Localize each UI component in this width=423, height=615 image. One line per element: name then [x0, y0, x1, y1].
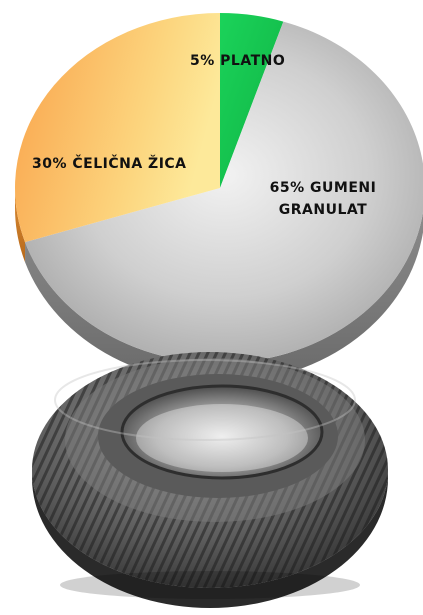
pie-slice-celicna-zica-label: 30% ČELIČNA ŽICA [32, 154, 187, 172]
pie-chart [14, 13, 423, 363]
pie-slice-celicna-zica [14, 13, 221, 243]
pie-chart-depth [15, 188, 423, 383]
pie-slice-gumeni-granulat-side [25, 211, 423, 383]
pie-slice-platno-label: 5% PLATNO [190, 53, 285, 69]
car-tire-icon [32, 352, 388, 608]
pie-slice-celicna-zica-side [15, 188, 26, 263]
pie-chart-labels: 5% PLATNO 65% GUMENI GRANULAT 30% ČELIČNA Ž… [32, 53, 376, 218]
pie-slice-platno [220, 13, 284, 188]
pie-slice-gumeni-granulat [25, 21, 423, 363]
pie-slice-gumeni-granulat-label: 65% GUMENI GRANULAT [270, 180, 377, 218]
